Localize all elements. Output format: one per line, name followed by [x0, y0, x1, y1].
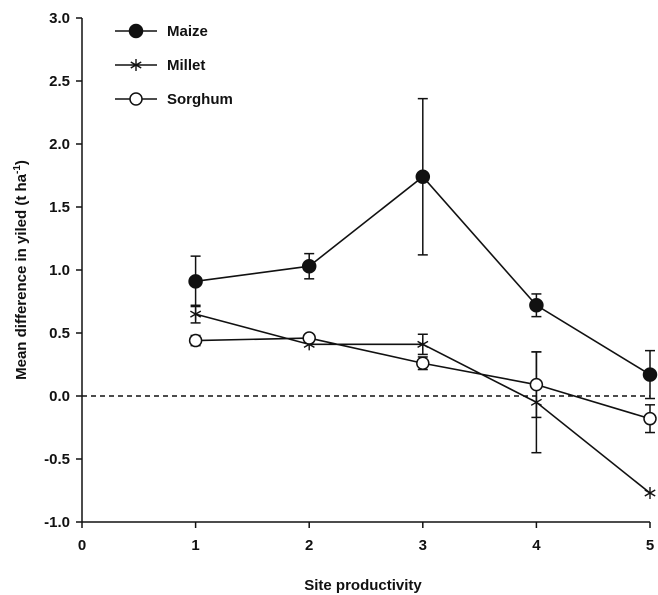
- y-tick-label: 0.5: [49, 325, 70, 342]
- x-tick-label: 2: [305, 537, 313, 554]
- legend-label: Maize: [167, 23, 208, 40]
- data-point: [128, 23, 144, 39]
- data-point: [130, 59, 142, 71]
- y-axis-title: Mean difference in yiled (t ha-1): [12, 160, 30, 380]
- asterisk-stroke: [130, 61, 142, 69]
- data-point: [529, 377, 544, 392]
- y-axis-title-main: Mean difference in yiled (t ha: [13, 173, 30, 380]
- data-point: [529, 298, 544, 313]
- data-point: [129, 92, 143, 106]
- x-tick-label: 4: [532, 537, 541, 554]
- y-tick-label: 3.0: [49, 10, 70, 27]
- asterisk-stroke: [644, 489, 656, 497]
- y-tick-label: -1.0: [44, 514, 70, 531]
- y-axis-title-superscript: -1: [12, 165, 23, 174]
- legend-label: Sorghum: [167, 91, 233, 108]
- legend-item-millet: Millet: [115, 57, 205, 74]
- data-point: [643, 411, 657, 426]
- data-point: [188, 333, 203, 348]
- series-sorghum: [188, 331, 657, 434]
- legend-item-sorghum: Sorghum: [115, 91, 233, 108]
- legend: Maize Millet Sorghum: [115, 23, 233, 108]
- legend-item-maize: Maize: [115, 23, 208, 40]
- y-tick-label: -0.5: [44, 451, 70, 468]
- x-axis-title: Site productivity: [304, 577, 422, 594]
- data-point: [302, 331, 316, 345]
- legend-label: Millet: [167, 57, 205, 74]
- x-tick-label: 5: [646, 537, 654, 554]
- y-tick-label: 1.5: [49, 199, 70, 216]
- ticks: -1.0 -0.5 0.0 0.5 1.0 1.5 2.0 2.5 3.0 0 1 2 3 4 5: [44, 10, 654, 554]
- data-point: [190, 308, 202, 321]
- series-maize: [188, 97, 658, 400]
- data-point: [642, 367, 658, 382]
- x-tick-label: 0: [78, 537, 86, 554]
- asterisk-stroke: [190, 310, 202, 318]
- x-tick-label: 1: [191, 537, 199, 554]
- data-point: [301, 258, 317, 274]
- data-point: [415, 169, 431, 185]
- plot-area: [188, 97, 658, 500]
- y-tick-label: 1.0: [49, 262, 70, 279]
- y-tick-label: 2.5: [49, 73, 70, 90]
- data-point: [416, 356, 430, 370]
- y-tick-label: 2.0: [49, 136, 70, 153]
- data-point: [644, 487, 656, 500]
- x-tick-label: 3: [419, 537, 427, 554]
- data-point: [188, 274, 203, 289]
- y-tick-label: 0.0: [49, 388, 70, 405]
- asterisk-stroke: [417, 340, 429, 348]
- data-point: [417, 338, 429, 351]
- y-axis-title-close: ): [13, 160, 30, 165]
